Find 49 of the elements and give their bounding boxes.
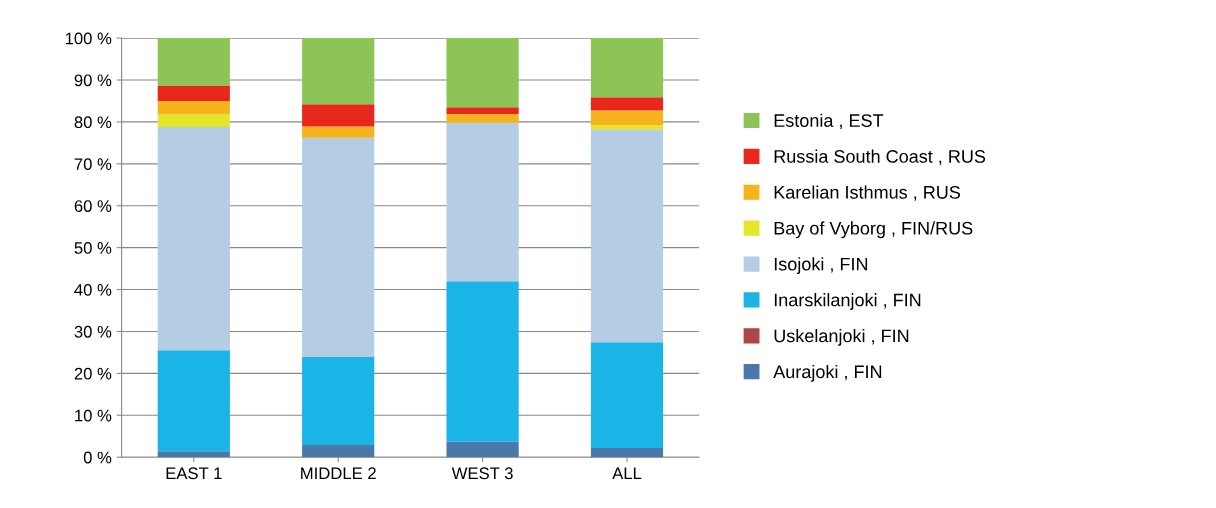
legend-label: Karelian Isthmus , RUS <box>774 185 961 201</box>
y-tick-label: 100 % <box>65 32 112 45</box>
y-tick-label: 70 % <box>74 158 112 171</box>
bar <box>590 38 664 98</box>
bar <box>157 100 230 115</box>
bar <box>157 126 230 351</box>
legend-label: Isojoki , FIN <box>774 257 868 275</box>
bar <box>157 85 230 101</box>
x-tick-label: EAST 1 <box>166 467 222 480</box>
y-tick-label: 60 % <box>74 200 112 212</box>
x-tick-label: ALL <box>612 467 642 479</box>
y-tick-label: 0 % <box>83 451 112 464</box>
bar <box>157 451 230 458</box>
x-tick-label: WEST 3 <box>451 467 513 480</box>
bar <box>446 441 519 458</box>
y-tick-label: 40 % <box>74 283 112 296</box>
y-tick-label: 30 % <box>74 325 112 338</box>
legend-label: Russia South Coast , RUS <box>774 149 986 165</box>
legend-label: Bay of Vyborg , FIN/RUS <box>774 221 973 239</box>
x-tick-label: MIDDLE 2 <box>301 467 376 479</box>
y-tick-label: 50 % <box>74 242 112 254</box>
bar <box>157 114 230 127</box>
bar <box>446 122 519 282</box>
bar <box>446 113 519 123</box>
bar <box>590 342 664 448</box>
legend-label: Uskelanjoki , FIN <box>774 329 909 346</box>
y-tick-label: 10 % <box>75 409 112 422</box>
bar <box>302 104 375 127</box>
legend-label: Inarskilanjoki , FIN <box>774 293 921 310</box>
bar <box>302 137 375 358</box>
bar <box>590 129 664 343</box>
y-tick-label: 20 % <box>74 367 112 380</box>
bar <box>590 125 664 130</box>
bar <box>446 281 519 442</box>
legend-label: Estonia , EST <box>774 113 884 130</box>
y-tick-label: 80 % <box>74 116 112 129</box>
bar <box>590 447 664 458</box>
bar <box>446 38 519 108</box>
bar <box>157 350 230 452</box>
bar <box>446 107 519 114</box>
y-tick-label: 90 % <box>74 74 112 87</box>
bar <box>302 357 375 446</box>
bar <box>590 97 664 111</box>
bar <box>590 110 664 126</box>
bar <box>302 38 375 105</box>
bar <box>157 38 230 86</box>
bar <box>302 126 375 138</box>
legend-label: Aurajoki , FIN <box>773 364 882 382</box>
bar <box>302 445 375 458</box>
